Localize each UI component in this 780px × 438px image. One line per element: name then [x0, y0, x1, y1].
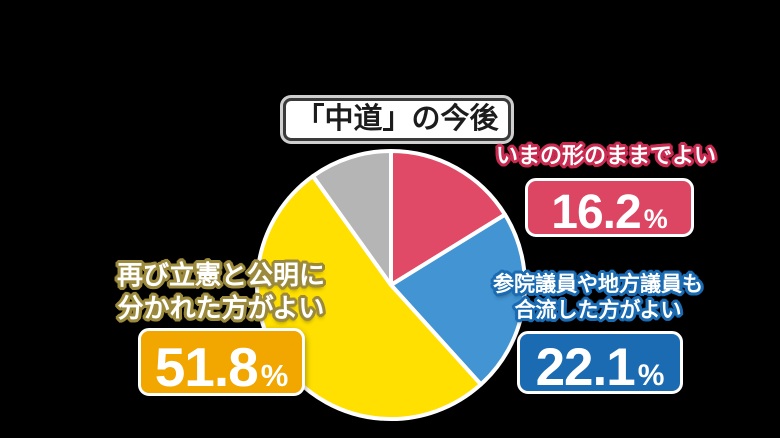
pie-slice-2: [389, 212, 527, 387]
badge-keep-current: 16.2 %: [525, 178, 694, 237]
pie-chart: [255, 149, 527, 421]
badge-split-again: 51.8 %: [138, 328, 305, 396]
label-split-again-line2: 分かれた方がよい: [117, 293, 325, 323]
pie-slice-4: [310, 149, 393, 287]
badge-merge-members-value: 22.1: [535, 338, 636, 397]
badge-split-again-unit: %: [260, 358, 289, 393]
chart-title-box: 「中道」の今後: [283, 98, 511, 141]
pie-slice-1: [389, 149, 508, 287]
badge-split-again-value: 51.8: [154, 336, 259, 398]
label-keep-current: いまの形のままでよい: [480, 141, 732, 171]
label-split-again: 再び立憲と公明に 分かれた方がよい: [104, 259, 338, 325]
label-merge-members: 参院議員や地方議員も 合流した方がよい: [490, 272, 706, 324]
label-merge-members-line1: 参院議員や地方議員も: [493, 273, 703, 296]
badge-keep-current-unit: %: [643, 204, 668, 234]
label-merge-members-line2: 合流した方がよい: [514, 299, 682, 322]
label-keep-current-line1: いまの形のままでよい: [495, 143, 716, 168]
badge-merge-members-unit: %: [637, 359, 665, 392]
chart-title: 「中道」の今後: [295, 103, 499, 135]
badge-keep-current-value: 16.2: [551, 186, 641, 239]
badge-merge-members: 22.1 %: [517, 331, 683, 394]
pie-chart-container: [246, 140, 536, 430]
label-split-again-line1: 再び立憲と公明に: [116, 260, 325, 290]
